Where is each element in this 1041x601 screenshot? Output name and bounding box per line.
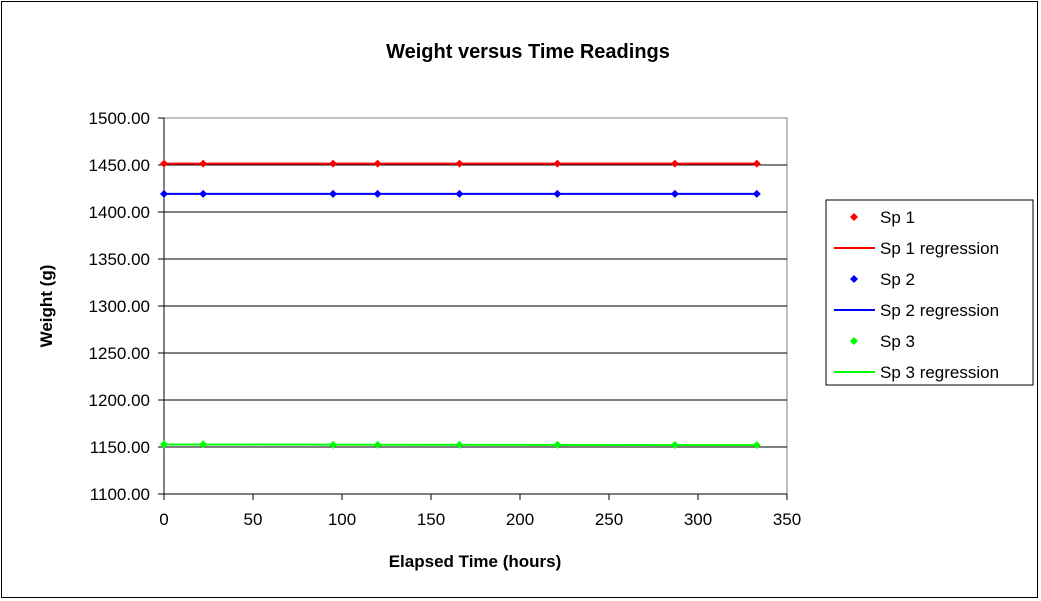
legend-label: Sp 3 regression <box>880 363 999 382</box>
data-point <box>752 189 761 198</box>
legend-marker <box>850 275 858 283</box>
legend-marker <box>850 213 858 221</box>
legend-marker <box>850 337 858 345</box>
x-axis: 0 50 100 150 200 250 300 350 <box>159 493 801 529</box>
data-point <box>373 189 382 198</box>
y-tick-label: 1100.00 <box>90 485 150 504</box>
y-tick-label: 1150.00 <box>90 438 150 457</box>
legend: Sp 1 Sp 1 regression Sp 2 Sp 2 regression Sp… <box>834 208 999 382</box>
gridlines <box>164 164 787 448</box>
data-point <box>553 440 562 449</box>
data-point <box>455 440 464 449</box>
x-tick-label: 300 <box>684 510 712 529</box>
data-point <box>553 189 562 198</box>
y-tick-label: 1500.00 <box>89 109 150 128</box>
data-point <box>455 159 464 168</box>
legend-label: Sp 3 <box>880 332 915 351</box>
legend-box <box>825 199 1034 386</box>
x-tick-label: 350 <box>773 510 801 529</box>
data-point <box>373 159 382 168</box>
data-point <box>329 440 338 449</box>
y-axis-title: Weight (g) <box>37 265 56 348</box>
data-series <box>160 159 761 450</box>
data-point <box>670 189 679 198</box>
y-tick-label: 1350.00 <box>89 250 150 269</box>
data-point <box>329 159 338 168</box>
x-tick-label: 100 <box>328 510 356 529</box>
data-point <box>329 189 338 198</box>
legend-label: Sp 1 regression <box>880 239 999 258</box>
data-point <box>160 159 168 168</box>
data-point <box>553 159 562 168</box>
legend-label: Sp 1 <box>880 208 915 227</box>
y-tick-label: 1250.00 <box>89 344 150 363</box>
legend-label: Sp 2 regression <box>880 301 999 320</box>
x-tick-label: 250 <box>595 510 623 529</box>
y-tick-label: 1200.00 <box>89 391 150 410</box>
data-point <box>752 441 761 450</box>
x-tick-label: 200 <box>506 510 534 529</box>
data-point <box>455 189 464 198</box>
data-point <box>670 441 679 450</box>
data-point <box>670 159 679 168</box>
y-axis: 1100.00 1150.00 1200.00 1250.00 1300.00 1350.… <box>89 109 165 504</box>
y-tick-label: 1400.00 <box>89 203 150 222</box>
chart-title: Weight versus Time Readings <box>386 41 670 63</box>
x-tick-label: 50 <box>244 510 263 529</box>
x-tick-label: 0 <box>159 510 168 529</box>
data-point <box>160 189 168 198</box>
x-axis-title: Elapsed Time (hours) <box>389 552 562 571</box>
data-point <box>160 440 168 449</box>
legend-label: Sp 2 <box>880 270 915 289</box>
y-tick-label: 1450.00 <box>89 156 150 175</box>
data-point <box>199 189 208 198</box>
x-tick-label: 150 <box>417 510 445 529</box>
y-tick-label: 1300.00 <box>89 297 150 316</box>
data-point <box>373 440 382 449</box>
data-point <box>752 159 761 168</box>
data-point <box>199 159 208 168</box>
data-point <box>199 440 208 449</box>
